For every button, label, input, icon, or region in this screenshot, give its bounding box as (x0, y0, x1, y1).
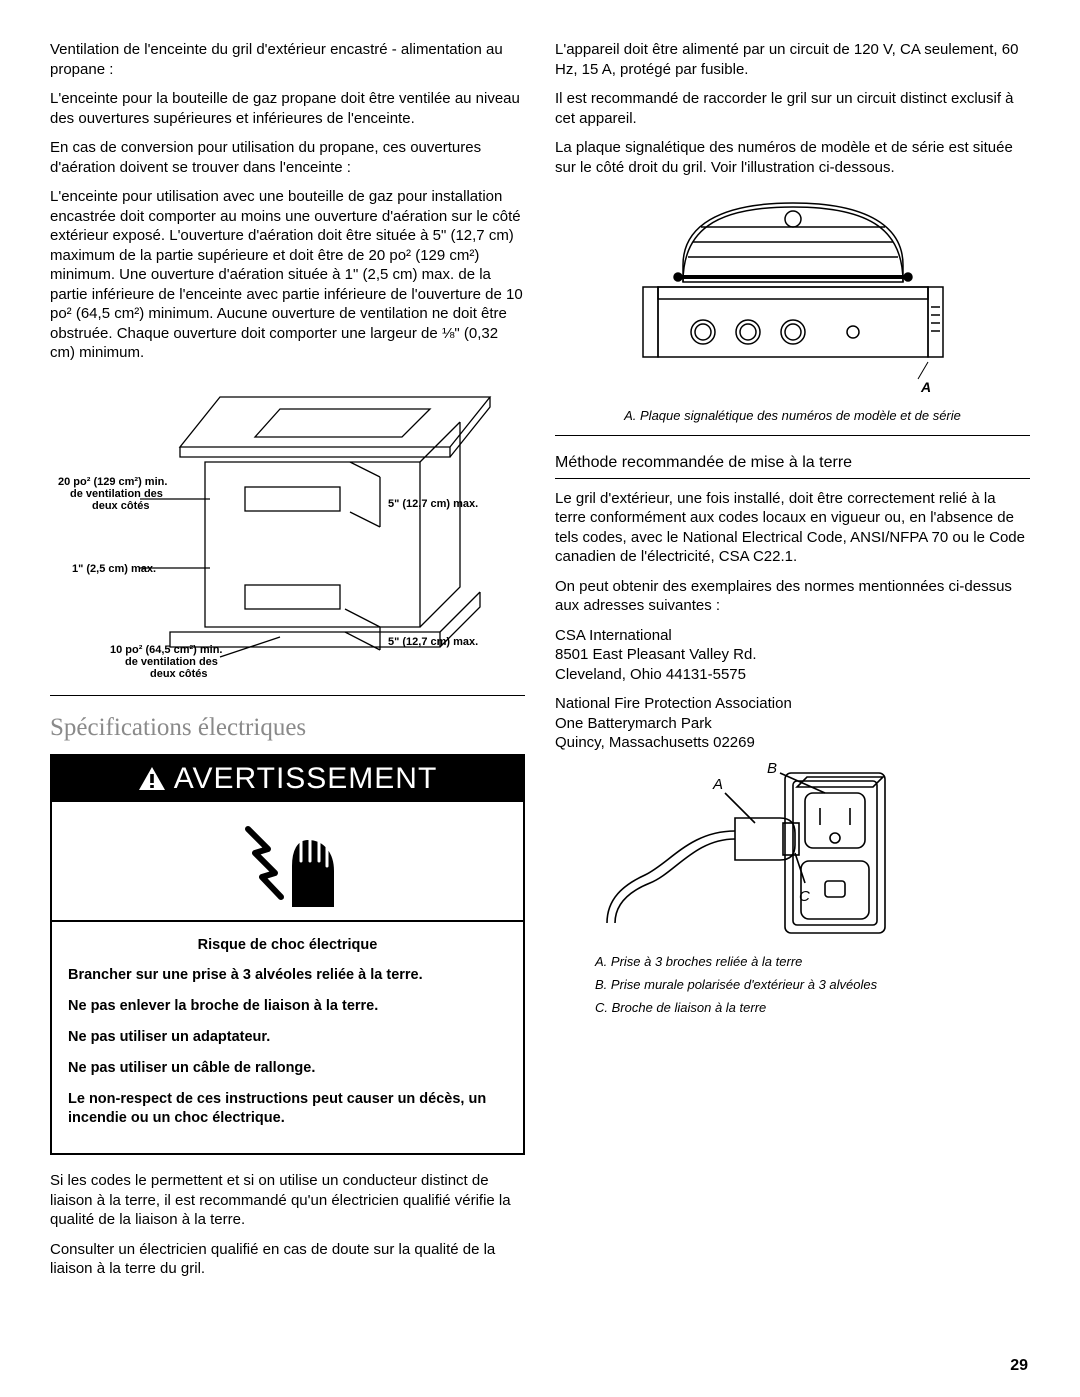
enclosure-diagram: 20 po² (129 cm²) min.de ventilation desd… (50, 377, 525, 677)
grill-caption: A. Plaque signalétique des numéros de mo… (555, 408, 1030, 425)
plug-label-a: A (712, 776, 723, 793)
two-column-layout: Ventilation de l'enceinte du gril d'exté… (50, 40, 1030, 1289)
csa-l3: Cleveland, Ohio 44131-5575 (555, 665, 1030, 685)
plug-figure: A B C A. Prise à 3 broches reliée à la t… (595, 763, 1030, 1017)
right-column: L'appareil doit être alimenté par un cir… (555, 40, 1030, 1289)
plug-label-b: B (767, 763, 777, 777)
r-para-1: L'appareil doit être alimenté par un cir… (555, 40, 1030, 79)
para-3: L'enceinte pour utilisation avec une bou… (50, 187, 525, 363)
warning-text: Risque de choc électrique Brancher sur u… (52, 922, 523, 1154)
r-para-4: Le gril d'extérieur, une fois installé, … (555, 489, 1030, 567)
para-1: L'enceinte pour la bouteille de gaz prop… (50, 89, 525, 128)
warn-line-5: Ne pas utiliser un câble de rallonge. (68, 1059, 507, 1078)
warning-triangle-icon (138, 766, 166, 792)
grill-label-a: A (920, 379, 931, 395)
shock-hand-icon (233, 811, 343, 911)
divider (50, 695, 525, 696)
address-nfpa: National Fire Protection Association One… (555, 694, 1030, 753)
nfpa-l2: One Batterymarch Park (555, 714, 1030, 734)
warning-box: AVERTISSEMENT (50, 754, 525, 1156)
label-5in-b: 5" (12,7 cm) max. (388, 636, 478, 648)
nfpa-l3: Quincy, Massachusetts 02269 (555, 733, 1030, 753)
plug-label-c: C (799, 888, 810, 905)
label-5in-a: 5" (12,7 cm) max. (388, 498, 478, 510)
label-1in: 1" (2,5 cm) max. (72, 563, 156, 575)
nfpa-l1: National Fire Protection Association (555, 694, 1030, 714)
plug-caption-b: B. Prise murale polarisée d'extérieur à … (595, 977, 1030, 994)
warn-line-4: Ne pas utiliser un adaptateur. (68, 1028, 507, 1047)
csa-l2: 8501 East Pleasant Valley Rd. (555, 645, 1030, 665)
warn-line-2: Brancher sur une prise à 3 alvéoles reli… (68, 966, 507, 985)
divider-2 (555, 435, 1030, 436)
para-5: Consulter un électricien qualifié en cas… (50, 1240, 525, 1279)
page-number: 29 (1010, 1357, 1028, 1375)
para-2: En cas de conversion pour utilisation du… (50, 138, 525, 177)
csa-l1: CSA International (555, 626, 1030, 646)
warn-line-6: Le non-respect de ces instructions peut … (68, 1090, 507, 1128)
plug-caption-c: C. Broche de liaison à la terre (595, 1000, 1030, 1017)
r-para-3: La plaque signalétique des numéros de mo… (555, 138, 1030, 177)
r-para-5: On peut obtenir des exemplaires des norm… (555, 577, 1030, 616)
shock-icon-area (52, 802, 523, 922)
section-title-electrical: Spécifications électriques (50, 714, 525, 742)
svg-text:10 po² (64,5 cm²) min.de venti: 10 po² (64,5 cm²) min.de ventilation des… (110, 644, 222, 677)
warning-title: AVERTISSEMENT (174, 762, 438, 796)
grill-figure: A A. Plaque signalétique des numéros de … (555, 187, 1030, 425)
grounding-method-heading: Méthode recommandée de mise à la terre (555, 454, 1030, 479)
left-column: Ventilation de l'enceinte du gril d'exté… (50, 40, 525, 1289)
warning-header: AVERTISSEMENT (52, 756, 523, 802)
warn-line-3: Ne pas enlever la broche de liaison à la… (68, 997, 507, 1016)
plug-caption-a: A. Prise à 3 broches reliée à la terre (595, 954, 1030, 971)
warn-line-1: Risque de choc électrique (68, 936, 507, 955)
svg-text:20 po² (129 cm²) min.de ventil: 20 po² (129 cm²) min.de ventilation desd… (58, 476, 167, 512)
ventilation-heading: Ventilation de l'enceinte du gril d'exté… (50, 40, 525, 79)
r-para-2: Il est recommandé de raccorder le gril s… (555, 89, 1030, 128)
address-csa: CSA International 8501 East Pleasant Val… (555, 626, 1030, 685)
para-4: Si les codes le permettent et si on util… (50, 1171, 525, 1230)
